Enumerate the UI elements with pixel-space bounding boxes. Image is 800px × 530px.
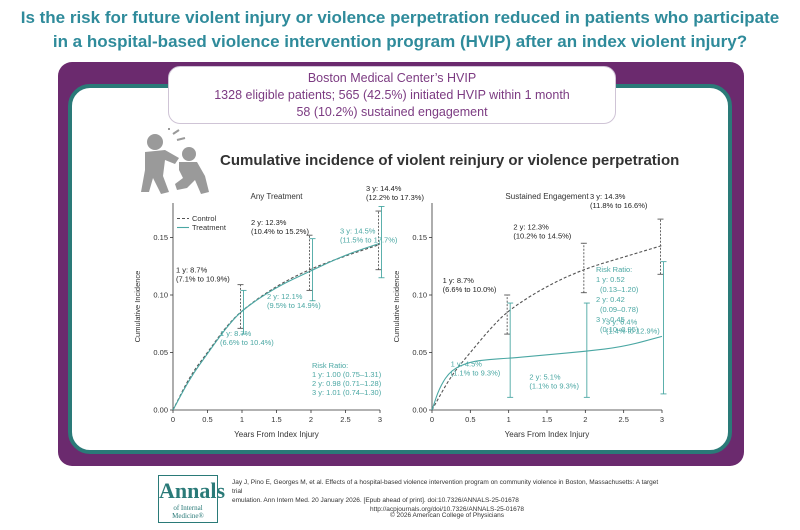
hvip-title: Boston Medical Center’s HVIP	[307, 71, 477, 85]
copyright: © 2026 American College of Physicians	[390, 512, 504, 519]
hvip-eligible: 1328 eligible patients; 565 (42.5%) init…	[214, 88, 570, 102]
hvip-sustained: 58 (10.2%) sustained engagement	[296, 105, 488, 119]
citation-line-2: emulation. Ann Intern Med. 20 January 20…	[232, 497, 519, 504]
figure-subtitle: Cumulative incidence of violent reinjury…	[220, 152, 680, 169]
citation-line-3: http://acpjournals.org/doi/10.7326/ANNAL…	[370, 506, 524, 513]
logo-subtext: of Internal Medicine®	[172, 504, 204, 520]
citation-line-1: Jay J, Pino E, Georges M, et al. Effects…	[232, 479, 659, 495]
headline-line-1: Is the risk for future violent injury or…	[20, 8, 780, 27]
citation: Jay J, Pino E, Georges M, et al. Effects…	[232, 478, 662, 514]
violence-figures-icon	[141, 128, 209, 194]
headline-line-2: in a hospital-based violence interventio…	[52, 32, 748, 51]
headline: Is the risk for future violent injury or…	[20, 6, 780, 54]
annals-logo: Annals of Internal Medicine®	[158, 475, 226, 523]
logo-text: Annals	[159, 478, 226, 503]
hvip-summary-box: Boston Medical Center’s HVIP 1328 eligib…	[168, 66, 616, 124]
